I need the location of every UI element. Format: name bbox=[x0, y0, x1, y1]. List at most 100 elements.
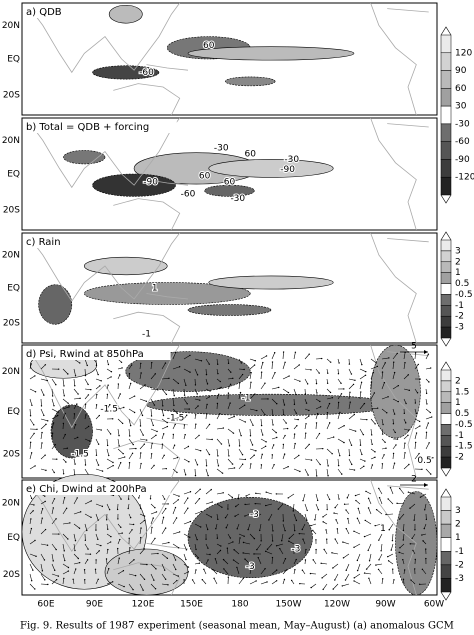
wind-vector bbox=[403, 428, 409, 431]
wind-vector-head bbox=[265, 504, 267, 507]
wind-vector-head bbox=[264, 413, 266, 416]
wind-vector bbox=[161, 455, 165, 460]
wind-vector-head bbox=[312, 529, 314, 532]
wind-vector-head bbox=[242, 552, 244, 554]
wind-vector bbox=[359, 418, 367, 420]
wind-vector bbox=[205, 501, 213, 505]
wind-vector bbox=[73, 424, 76, 430]
wind-vector-head bbox=[244, 421, 246, 423]
colorbar-label: -2 bbox=[455, 453, 464, 463]
wind-vector-head bbox=[393, 579, 395, 581]
wind-vector-head bbox=[74, 385, 76, 387]
wind-vector bbox=[392, 453, 394, 460]
wind-vector-head bbox=[43, 414, 45, 417]
wind-vector-head bbox=[415, 432, 418, 434]
wind-vector-head bbox=[340, 382, 342, 385]
wind-vector bbox=[106, 438, 108, 446]
wind-vector bbox=[345, 563, 350, 571]
wind-vector-head bbox=[250, 463, 252, 465]
wind-vector-head bbox=[118, 434, 120, 437]
wind-vector-head bbox=[244, 558, 246, 560]
wind-vector-head bbox=[218, 393, 220, 395]
wind-vector bbox=[238, 358, 242, 364]
wind-vector bbox=[106, 503, 110, 510]
wind-vector bbox=[260, 355, 267, 360]
lat-label: 20S bbox=[3, 205, 20, 215]
wind-vector-head bbox=[374, 423, 376, 425]
wind-vector bbox=[161, 408, 164, 416]
wind-vector bbox=[51, 507, 54, 515]
wind-vector-head bbox=[310, 586, 312, 589]
wind-vector-head bbox=[304, 559, 307, 561]
wind-vector-head bbox=[84, 539, 87, 542]
wind-vector bbox=[378, 569, 383, 575]
wind-vector bbox=[322, 513, 328, 518]
colorbar-segment bbox=[440, 34, 452, 54]
wind-vector-head bbox=[153, 404, 156, 406]
wind-vector-head bbox=[265, 441, 267, 443]
wind-vector-head bbox=[378, 559, 380, 561]
wind-vector bbox=[205, 468, 209, 476]
wind-vector-head bbox=[163, 569, 166, 571]
wind-vector bbox=[304, 444, 310, 450]
wind-vector bbox=[216, 468, 223, 474]
wind-vector bbox=[62, 468, 64, 474]
wind-vector bbox=[95, 458, 99, 466]
wind-vector bbox=[73, 378, 76, 386]
wind-vector-head bbox=[221, 506, 223, 508]
wind-vector bbox=[315, 503, 319, 510]
contour-label: -1.5 bbox=[71, 450, 89, 460]
wind-vector-head bbox=[331, 397, 334, 399]
colorbar-label: 0.5 bbox=[455, 279, 469, 289]
wind-vector-head bbox=[282, 520, 285, 522]
wind-vector-head bbox=[353, 580, 355, 582]
colorbar-segment bbox=[440, 239, 452, 252]
wind-vector bbox=[139, 537, 142, 545]
shaded-region bbox=[225, 76, 276, 87]
wind-vector bbox=[238, 438, 240, 446]
wind-vector bbox=[370, 372, 374, 380]
wind-vector-head bbox=[228, 445, 231, 447]
wind-vector bbox=[172, 457, 178, 460]
wind-vector-head bbox=[372, 371, 375, 374]
contour-label: 1 bbox=[152, 284, 158, 294]
wind-vector-head bbox=[407, 491, 410, 493]
wind-vector bbox=[271, 372, 276, 380]
wind-vector bbox=[73, 562, 80, 565]
wind-vector-head bbox=[428, 381, 430, 383]
wind-vector bbox=[310, 583, 317, 588]
colorbar-label: 30 bbox=[455, 102, 467, 112]
wind-vector-head bbox=[157, 552, 159, 555]
wind-vector-head bbox=[389, 486, 392, 489]
wind-vector-head bbox=[98, 414, 101, 417]
wind-vector bbox=[29, 540, 36, 545]
wind-vector bbox=[353, 530, 361, 535]
wind-vector bbox=[172, 573, 179, 577]
wind-vector-head bbox=[118, 557, 120, 559]
colorbar-segment bbox=[440, 176, 452, 196]
wind-vector bbox=[51, 415, 58, 420]
wind-vector bbox=[348, 468, 355, 471]
wind-vector-head bbox=[365, 568, 368, 570]
wind-vector bbox=[62, 553, 66, 561]
wind-vector-head bbox=[176, 471, 178, 474]
wind-vector-head bbox=[153, 579, 155, 581]
wind-vector-head bbox=[407, 429, 410, 431]
wind-vector-head bbox=[259, 529, 261, 532]
wind-vector bbox=[387, 498, 394, 505]
contour-label: -30 bbox=[214, 144, 229, 154]
wind-vector bbox=[227, 358, 229, 364]
wind-vector-head bbox=[205, 465, 208, 467]
wind-vector-head bbox=[121, 422, 124, 425]
wind-vector bbox=[282, 569, 287, 575]
wind-vector-head bbox=[173, 444, 176, 446]
wind-vector-head bbox=[393, 371, 396, 374]
wind-vector bbox=[216, 387, 222, 390]
wind-vector bbox=[202, 579, 207, 585]
wind-vector-head bbox=[402, 529, 405, 532]
wind-vector-head bbox=[293, 433, 296, 435]
wind-vector bbox=[95, 378, 102, 382]
wind-vector bbox=[260, 428, 263, 436]
wind-vector-head bbox=[217, 372, 219, 375]
